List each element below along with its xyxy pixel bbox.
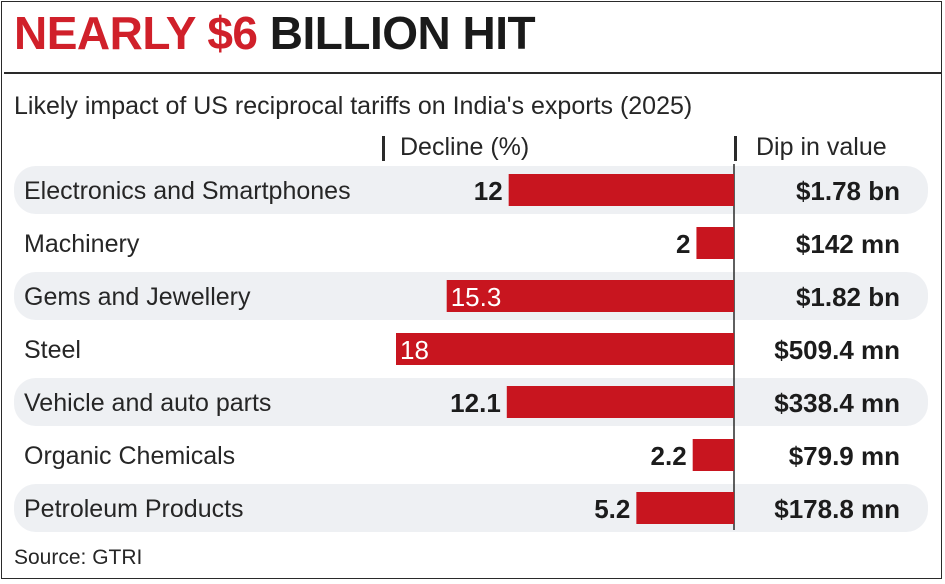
decline-column-header: Decline (%) <box>400 133 530 161</box>
headline-black: BILLION HIT <box>269 7 536 59</box>
subtitle: Likely impact of US reciprocal tariffs o… <box>14 92 693 120</box>
decline-bar <box>636 492 734 524</box>
headline-red: NEARLY $6 <box>14 7 258 59</box>
decline-value-label: 15.3 <box>451 282 502 312</box>
decline-bar <box>446 280 734 312</box>
category-label: Steel <box>24 336 81 364</box>
decline-column-marker <box>382 136 385 161</box>
category-label: Electronics and Smartphones <box>24 177 351 205</box>
dip-column-header: Dip in value <box>756 133 887 161</box>
category-label: Gems and Jewellery <box>24 283 251 311</box>
category-label: Organic Chemicals <box>24 442 235 470</box>
dip-value-label: $509.4 mn <box>774 335 900 365</box>
decline-value-label: 5.2 <box>594 494 630 524</box>
decline-bar <box>692 439 734 471</box>
decline-value-label: 18 <box>400 335 429 365</box>
decline-value-label: 2.2 <box>651 441 687 471</box>
category-label: Petroleum Products <box>24 495 244 523</box>
decline-value-label: 12.1 <box>450 388 501 418</box>
dip-value-label: $338.4 mn <box>774 388 900 418</box>
header-rule <box>4 72 942 74</box>
category-label: Vehicle and auto parts <box>24 389 271 417</box>
headline: NEARLY $6 BILLION HIT <box>14 6 536 60</box>
dip-value-label: $1.82 bn <box>796 282 900 312</box>
category-label: Machinery <box>24 230 140 258</box>
dip-value-label: $1.78 bn <box>796 176 900 206</box>
dip-column-marker <box>734 136 737 161</box>
decline-bar <box>506 386 734 418</box>
dip-value-label: $142 mn <box>796 229 900 259</box>
decline-bar <box>396 333 734 365</box>
decline-value-label: 2 <box>676 229 690 259</box>
decline-bar <box>508 174 734 206</box>
dip-value-label: $178.8 mn <box>774 494 900 524</box>
decline-value-label: 12 <box>474 176 503 206</box>
source-note: Source: GTRI <box>14 546 143 569</box>
decline-bar <box>696 227 734 259</box>
dip-value-label: $79.9 mn <box>789 441 900 471</box>
